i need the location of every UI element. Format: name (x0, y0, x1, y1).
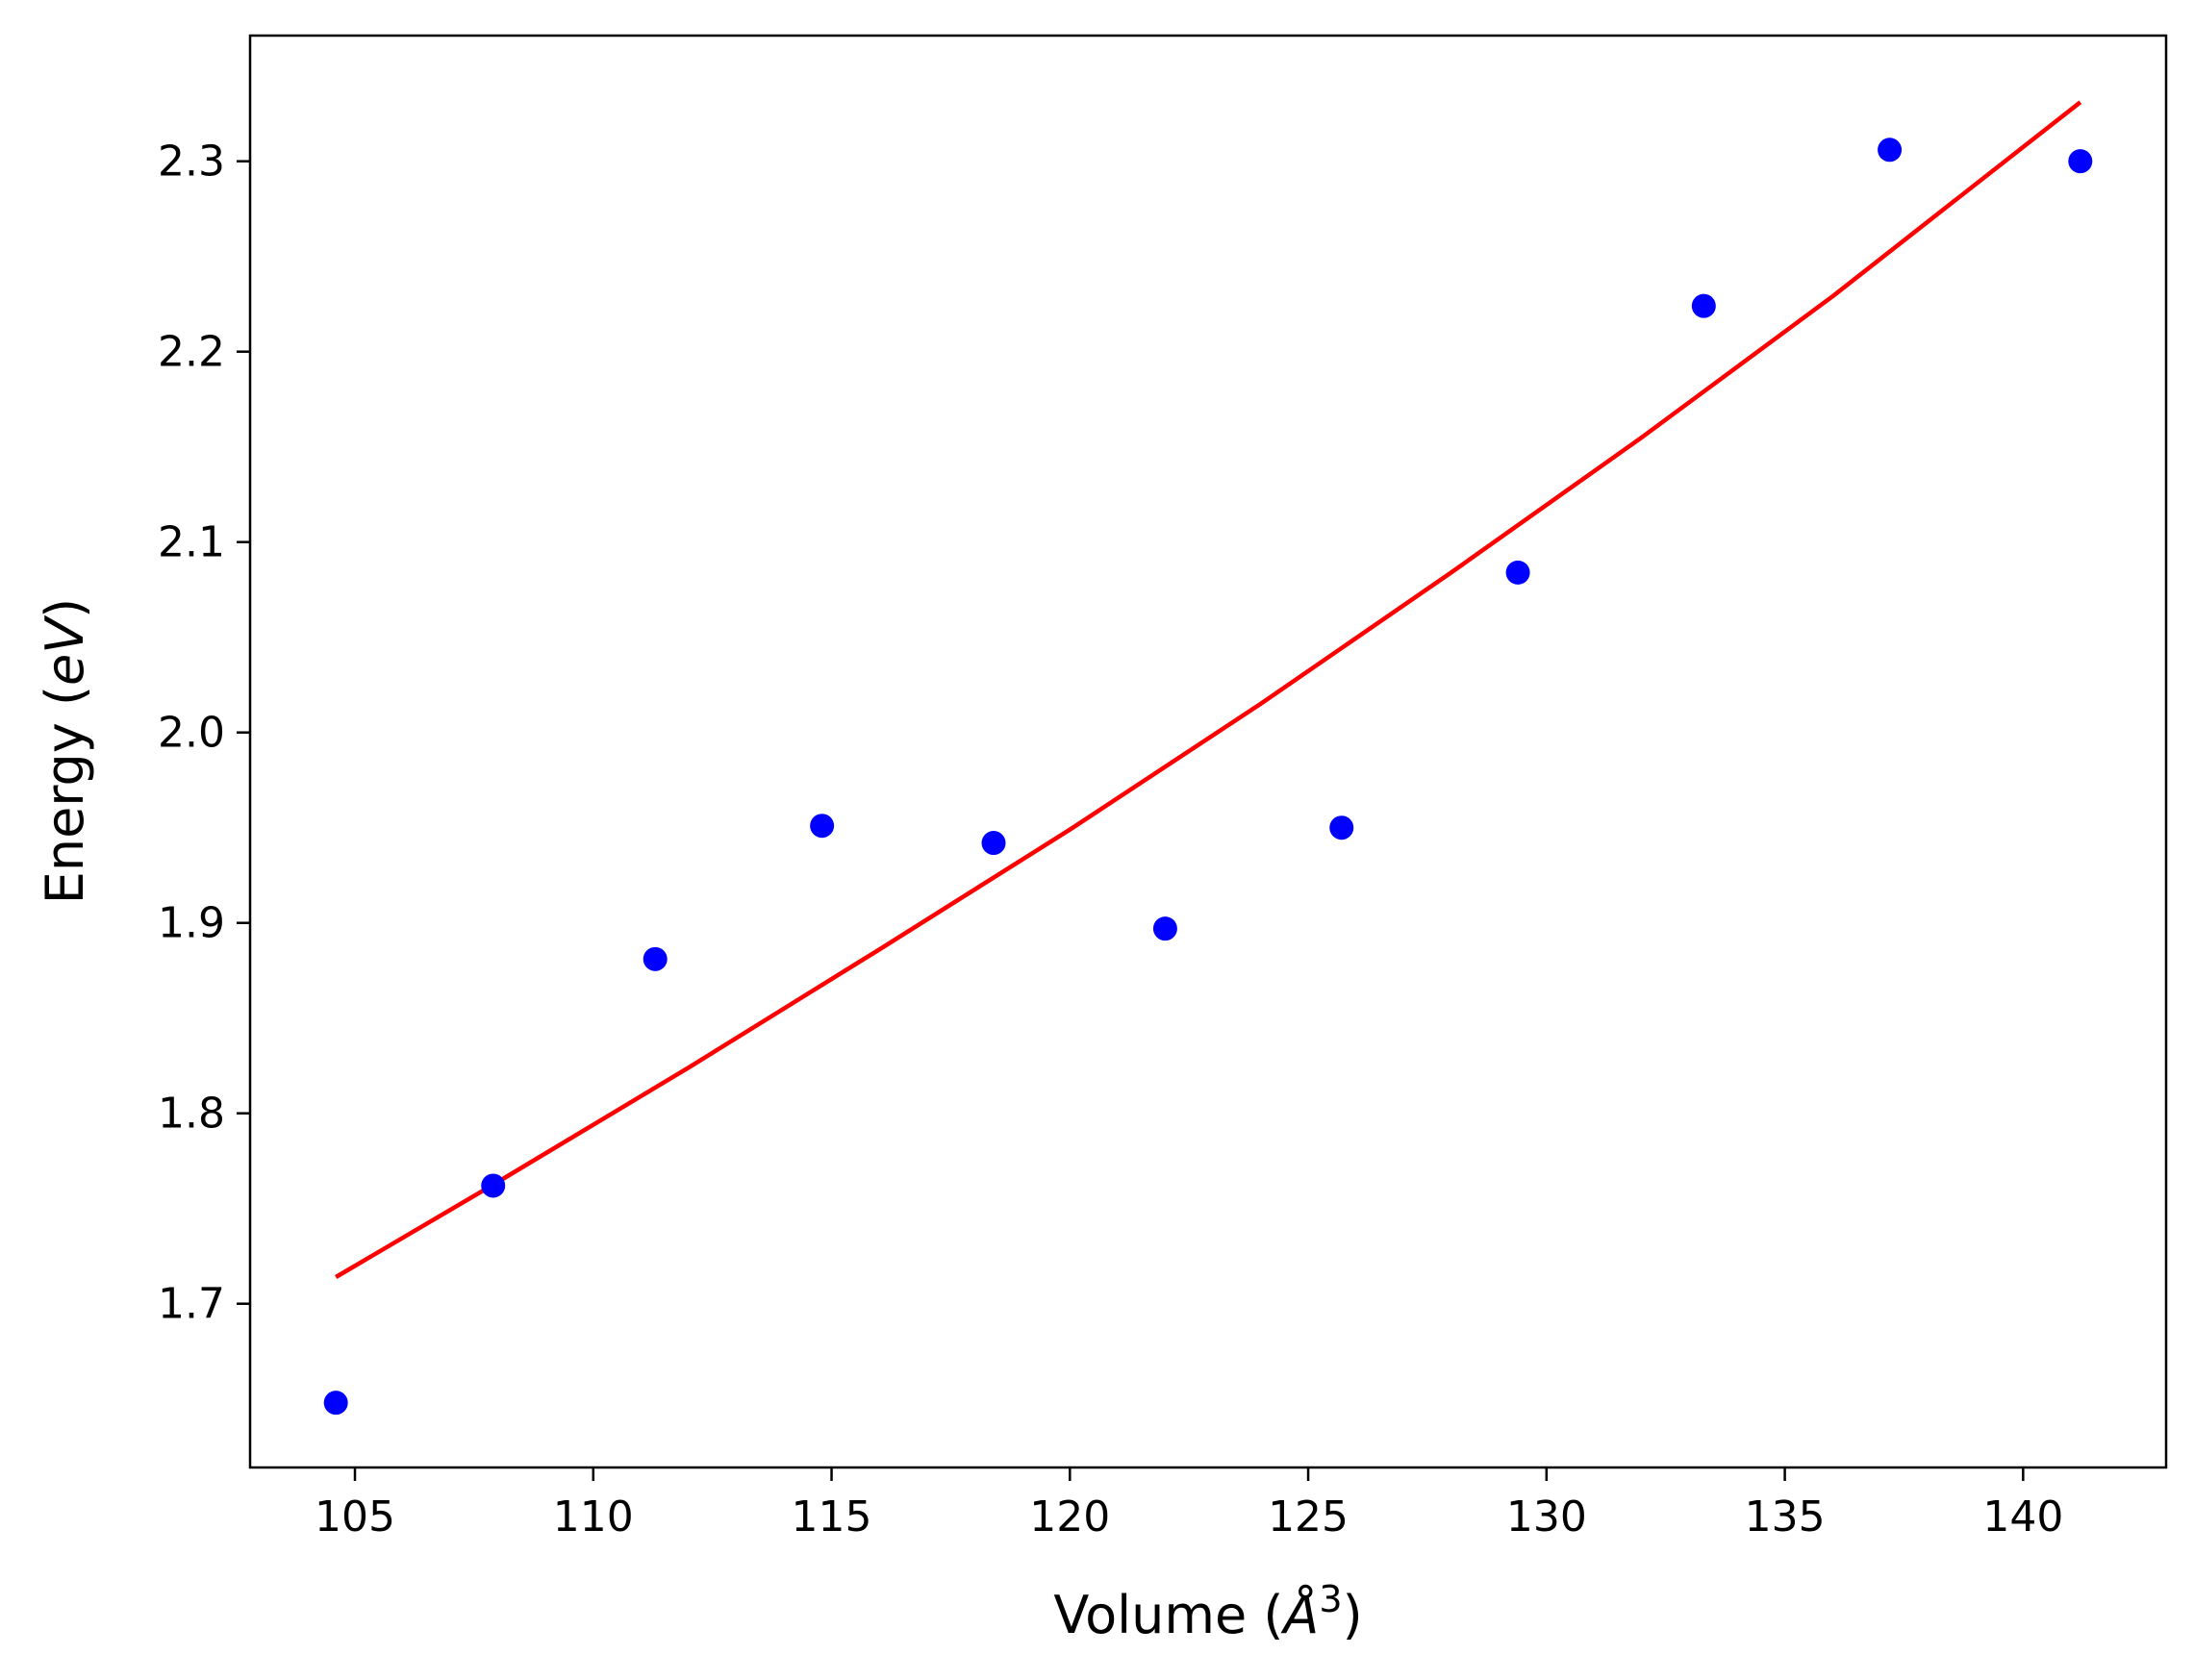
x-axis-label-text: Volume ( (1053, 1585, 1283, 1645)
x-tick-label: 120 (1029, 1492, 1110, 1542)
y-axis-label-text: Energy ( (35, 686, 95, 904)
plot-frame (248, 34, 2168, 1469)
y-tick-label: 2.2 (158, 328, 225, 377)
data-point (1152, 916, 1177, 941)
x-tick-label: 135 (1745, 1492, 1826, 1542)
x-axis-label: Volume (Å3) (1053, 1578, 1362, 1645)
y-axis-label: Energy (eV) (35, 598, 95, 905)
x-tick-label: 130 (1506, 1492, 1587, 1542)
x-tick-label: 110 (553, 1492, 634, 1542)
data-point (1505, 560, 1530, 585)
x-tick-label: 105 (315, 1492, 395, 1542)
y-tick-label: 1.7 (158, 1280, 225, 1329)
x-axis-label-unit: Å (1280, 1584, 1319, 1645)
y-tick-label: 2.3 (158, 138, 225, 187)
data-point (2068, 149, 2093, 174)
y-tick-label: 2.0 (158, 709, 225, 758)
y-tick-label: 1.8 (158, 1090, 225, 1139)
data-point (981, 831, 1006, 856)
y-axis-ticks: 1.7 1.8 1.9 2.0 2.1 2.2 2.3 (158, 138, 250, 1329)
data-point (643, 946, 668, 971)
data-point (810, 814, 835, 839)
x-tick-label: 115 (792, 1492, 872, 1542)
data-point (481, 1173, 506, 1198)
x-tick-label: 140 (1982, 1492, 2063, 1542)
data-point (1329, 815, 1354, 840)
x-tick-label: 125 (1268, 1492, 1349, 1542)
data-points-layer (323, 138, 2093, 1416)
x-axis-ticks: 105 110 115 120 125 130 135 140 (315, 1467, 2063, 1542)
data-point (323, 1391, 348, 1416)
y-tick-label: 2.1 (158, 518, 225, 567)
fit-line (335, 100, 2082, 1279)
y-axis-label-close: ) (35, 598, 95, 618)
y-tick-label: 1.9 (158, 899, 225, 948)
plot-area (250, 36, 2166, 1467)
x-axis-label-exponent: 3 (1319, 1578, 1342, 1620)
x-axis-label-close: ) (1343, 1585, 1363, 1645)
y-axis-label-unit: eV (35, 614, 95, 686)
data-point (1691, 293, 1716, 318)
data-point (1878, 138, 1903, 163)
fit-line-layer (335, 100, 2082, 1279)
